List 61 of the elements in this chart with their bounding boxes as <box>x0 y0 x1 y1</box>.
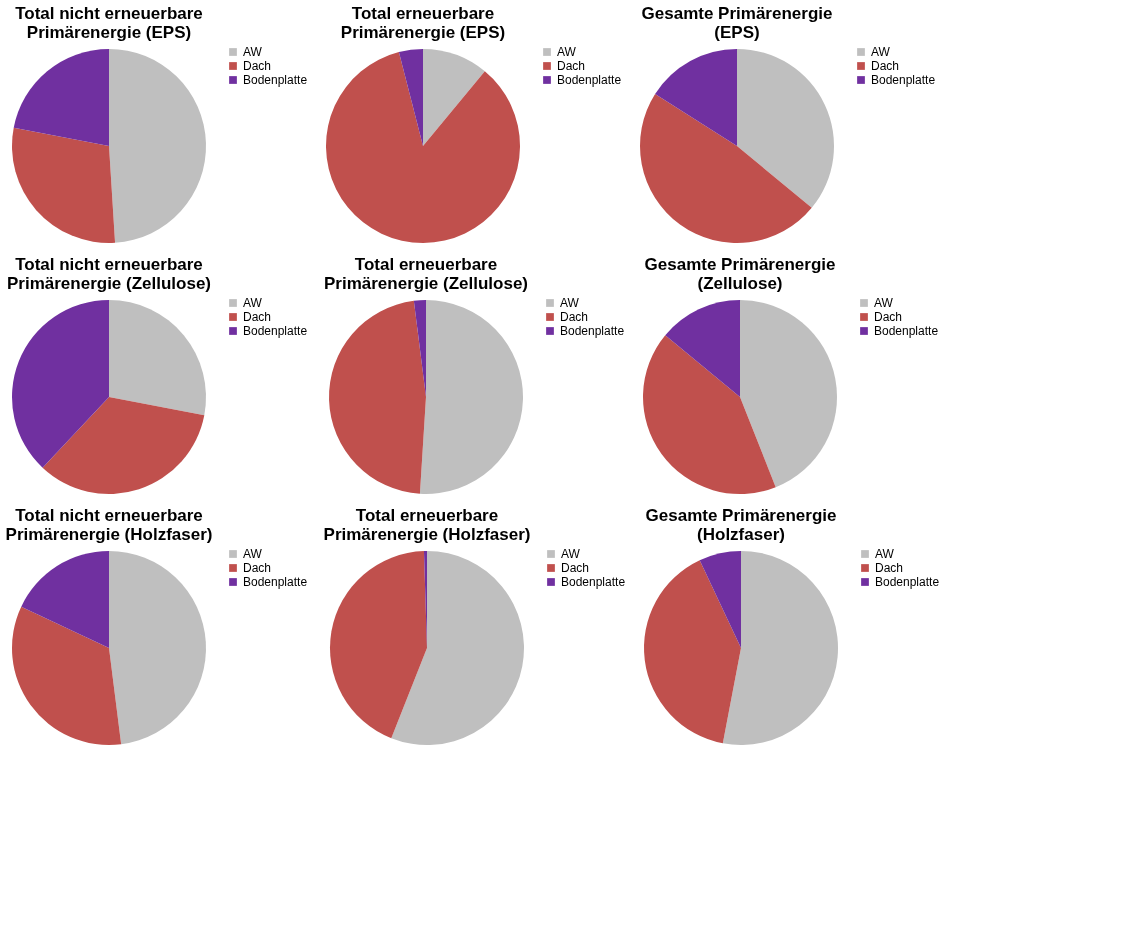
legend-label: Bodenplatte <box>561 575 626 589</box>
pie-slice <box>109 300 206 416</box>
legend-label: AW <box>561 547 581 561</box>
legend-label: AW <box>871 45 891 59</box>
chart-title: Gesamte Primärenergie (Zellulose) <box>644 255 836 293</box>
pie-slice <box>13 49 109 146</box>
chart-title: Gesamte Primärenergie (Holzfaser) <box>645 506 837 544</box>
legend-label: Bodenplatte <box>557 73 622 87</box>
legend-label: AW <box>243 45 263 59</box>
pie-slice <box>109 551 206 745</box>
pie-slice <box>12 127 116 243</box>
legend-label: Bodenplatte <box>243 575 308 589</box>
pie-slice <box>643 335 776 494</box>
legend-label: Bodenplatte <box>875 575 940 589</box>
pie-slice <box>12 606 122 745</box>
legend-label: Dach <box>871 59 900 73</box>
legend-label: AW <box>875 547 895 561</box>
legend-label: Bodenplatte <box>874 324 939 338</box>
chart-title: Gesamte Primärenergie (EPS) <box>641 4 833 42</box>
legend-label: AW <box>560 296 580 310</box>
pie-slice <box>699 551 741 648</box>
legend-label: Bodenplatte <box>871 73 936 87</box>
pie-slice <box>398 49 423 146</box>
legend-label: Dach <box>557 59 586 73</box>
pie-slice <box>722 551 838 745</box>
pie-slice <box>737 49 834 208</box>
legend-label: AW <box>557 45 577 59</box>
legend-label: Dach <box>560 310 589 324</box>
legend-label: Bodenplatte <box>243 324 308 338</box>
pie-slice <box>21 551 109 648</box>
chart-title: Total nicht erneuerbare Primärenergie (Holzfaser) <box>5 506 213 544</box>
chart-title: Total nicht erneuerbare Primärenergie (EPS) <box>15 4 203 42</box>
chart-title: Total erneuerbare Primärenergie (Zellulose) <box>323 255 529 293</box>
legend-label: Dach <box>243 561 272 575</box>
legend-label: Dach <box>243 310 272 324</box>
pie-slice <box>329 300 426 494</box>
legend-label: AW <box>874 296 894 310</box>
legend-label: AW <box>243 547 263 561</box>
pie-slice <box>655 49 737 146</box>
pie-slice <box>419 300 523 494</box>
legend-label: Dach <box>243 59 272 73</box>
legend-label: Bodenplatte <box>560 324 625 338</box>
legend-label: Dach <box>561 561 590 575</box>
pie-slice <box>12 300 109 468</box>
pie-slice <box>42 397 205 494</box>
chart-title: Total erneuerbare Primärenergie (EPS) <box>340 4 506 42</box>
chart-title: Total erneuerbare Primärenergie (Holzfaser) <box>323 506 531 544</box>
pie-slice <box>423 49 485 146</box>
legend-label: Dach <box>875 561 904 575</box>
pie-slice <box>644 560 741 744</box>
pie-slice <box>330 551 427 739</box>
legend-label: AW <box>243 296 263 310</box>
pie-slice <box>109 49 206 243</box>
pie-slice <box>640 94 812 243</box>
pie-slice <box>665 300 740 397</box>
pie-slice <box>326 52 520 243</box>
pie-slice <box>740 300 837 488</box>
pie-slice <box>391 551 524 745</box>
chart-title: Total nicht erneuerbare Primärenergie (Zellulose) <box>6 255 212 293</box>
legend-label: Bodenplatte <box>243 73 308 87</box>
legend-label: Dach <box>874 310 903 324</box>
